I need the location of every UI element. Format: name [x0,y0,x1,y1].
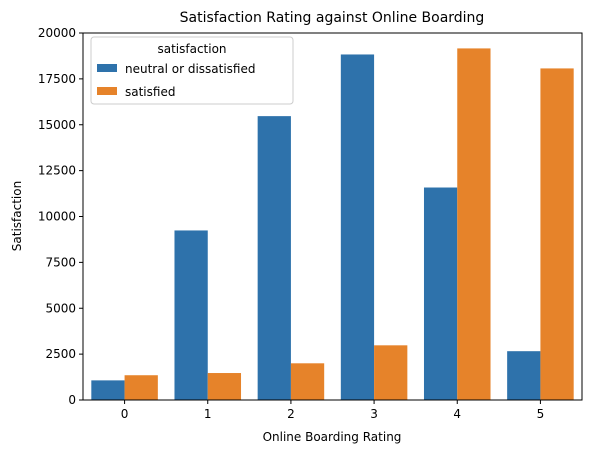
y-tick-label: 15000 [38,118,76,132]
legend-swatch-satisfied [97,87,117,95]
legend-box [90,36,294,105]
bar-neutral-or-dissatisfied-4 [423,187,458,400]
chart-title: Satisfaction Rating against Online Board… [180,10,485,26]
bar-satisfied-2 [290,363,325,400]
x-tick-label: 1 [204,407,212,421]
bar-satisfied-5 [540,68,574,401]
axes-frame [82,32,583,401]
bar-neutral-or-dissatisfied-1 [174,230,208,400]
y-tick-label: 10000 [38,210,76,224]
x-tick-label: 2 [287,407,295,421]
y-tick-label: 17500 [38,72,76,86]
legend-title: satisfaction [157,42,226,56]
y-tick-label: 5000 [45,301,76,315]
bar-neutral-or-dissatisfied-0 [91,380,125,400]
x-tick-label: 0 [121,407,129,421]
legend-label-neutral-or-dissatisfied: neutral or dissatisfied [125,62,255,76]
legend-swatch-neutral-or-dissatisfied [97,64,117,72]
bar-satisfied-4 [457,48,491,400]
bar-neutral-or-dissatisfied-5 [507,351,541,400]
x-axis-label: Online Boarding Rating [263,430,402,444]
x-tick-label: 3 [370,407,378,421]
y-tick-label: 12500 [38,164,76,178]
x-tick-label: 5 [537,407,545,421]
bar-satisfied-3 [374,345,408,400]
bar-neutral-or-dissatisfied-3 [340,54,375,400]
plot-area: 0 2500 5000 7500 10000 12500 15000 17500 20000 0 1… [38,26,583,421]
legend: satisfaction neutral or dissatisfied sat… [90,36,294,105]
x-tick-label: 4 [453,407,461,421]
y-tick-label: 20000 [38,26,76,40]
y-axis-label: Satisfaction [10,181,24,251]
y-tick-label: 7500 [45,255,76,269]
y-tick-label: 2500 [45,347,76,361]
legend-label-satisfied: satisfied [125,85,175,99]
bar-satisfied-1 [207,373,242,400]
bar-neutral-or-dissatisfied-2 [257,116,291,400]
bar-satisfied-0 [124,375,158,400]
y-tick-label: 0 [68,393,76,407]
